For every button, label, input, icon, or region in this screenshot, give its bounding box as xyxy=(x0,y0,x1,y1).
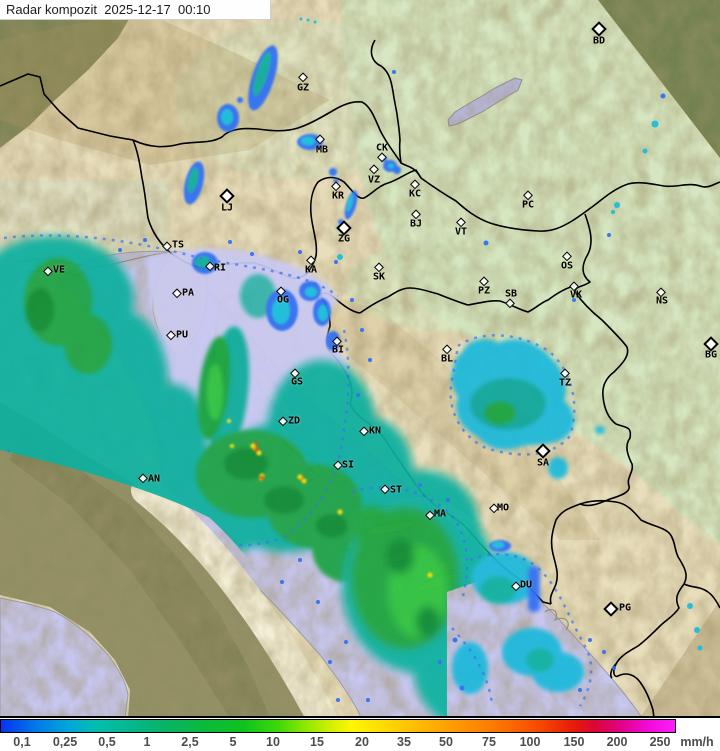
legend: 0,1 0,25 0,5 1 2,5 5 10 15 20 35 50 75 100 150 200 250 m… xyxy=(0,718,720,751)
legend-tick-35: 35 xyxy=(397,735,411,749)
radar-map-area: BD GZ MB CK VZ KR KC LJ ZG BJ VT PC TS VE RI KA SK OS PZ SB… xyxy=(0,0,720,718)
legend-tick-15: 15 xyxy=(310,735,324,749)
legend-tick-0,5: 0,5 xyxy=(98,735,116,749)
map-bottom-rule xyxy=(0,716,720,718)
title-bar: Radar kompozit 2025-12-17 00:10 xyxy=(0,0,271,20)
blue-specks xyxy=(118,70,666,702)
legend-tick-50: 50 xyxy=(439,735,453,749)
legend-tick-0,1: 0,1 xyxy=(13,735,31,749)
legend-tick-1: 1 xyxy=(143,735,151,749)
legend-tick-250: 250 xyxy=(649,735,671,749)
legend-tick-0,25: 0,25 xyxy=(52,735,78,749)
radar-map xyxy=(0,0,720,718)
legend-tick-2,5: 2,5 xyxy=(181,735,199,749)
legend-tick-100: 100 xyxy=(519,735,541,749)
blue-fringe xyxy=(3,234,593,707)
cyan-specks xyxy=(299,17,703,651)
legend-tick-labels: 0,1 0,25 0,5 1 2,5 5 10 15 20 35 50 75 100 150 200 250 m… xyxy=(0,735,720,751)
legend-color-bar xyxy=(0,719,676,733)
legend-tick-200: 200 xyxy=(606,735,628,749)
legend-tick-5: 5 xyxy=(229,735,237,749)
legend-tick-20: 20 xyxy=(355,735,369,749)
legend-unit-label: mm/h xyxy=(680,735,714,749)
legend-tick-150: 150 xyxy=(563,735,585,749)
legend-tick-10: 10 xyxy=(266,735,280,749)
legend-tick-75: 75 xyxy=(482,735,496,749)
heavy-rain-cores xyxy=(227,419,433,578)
